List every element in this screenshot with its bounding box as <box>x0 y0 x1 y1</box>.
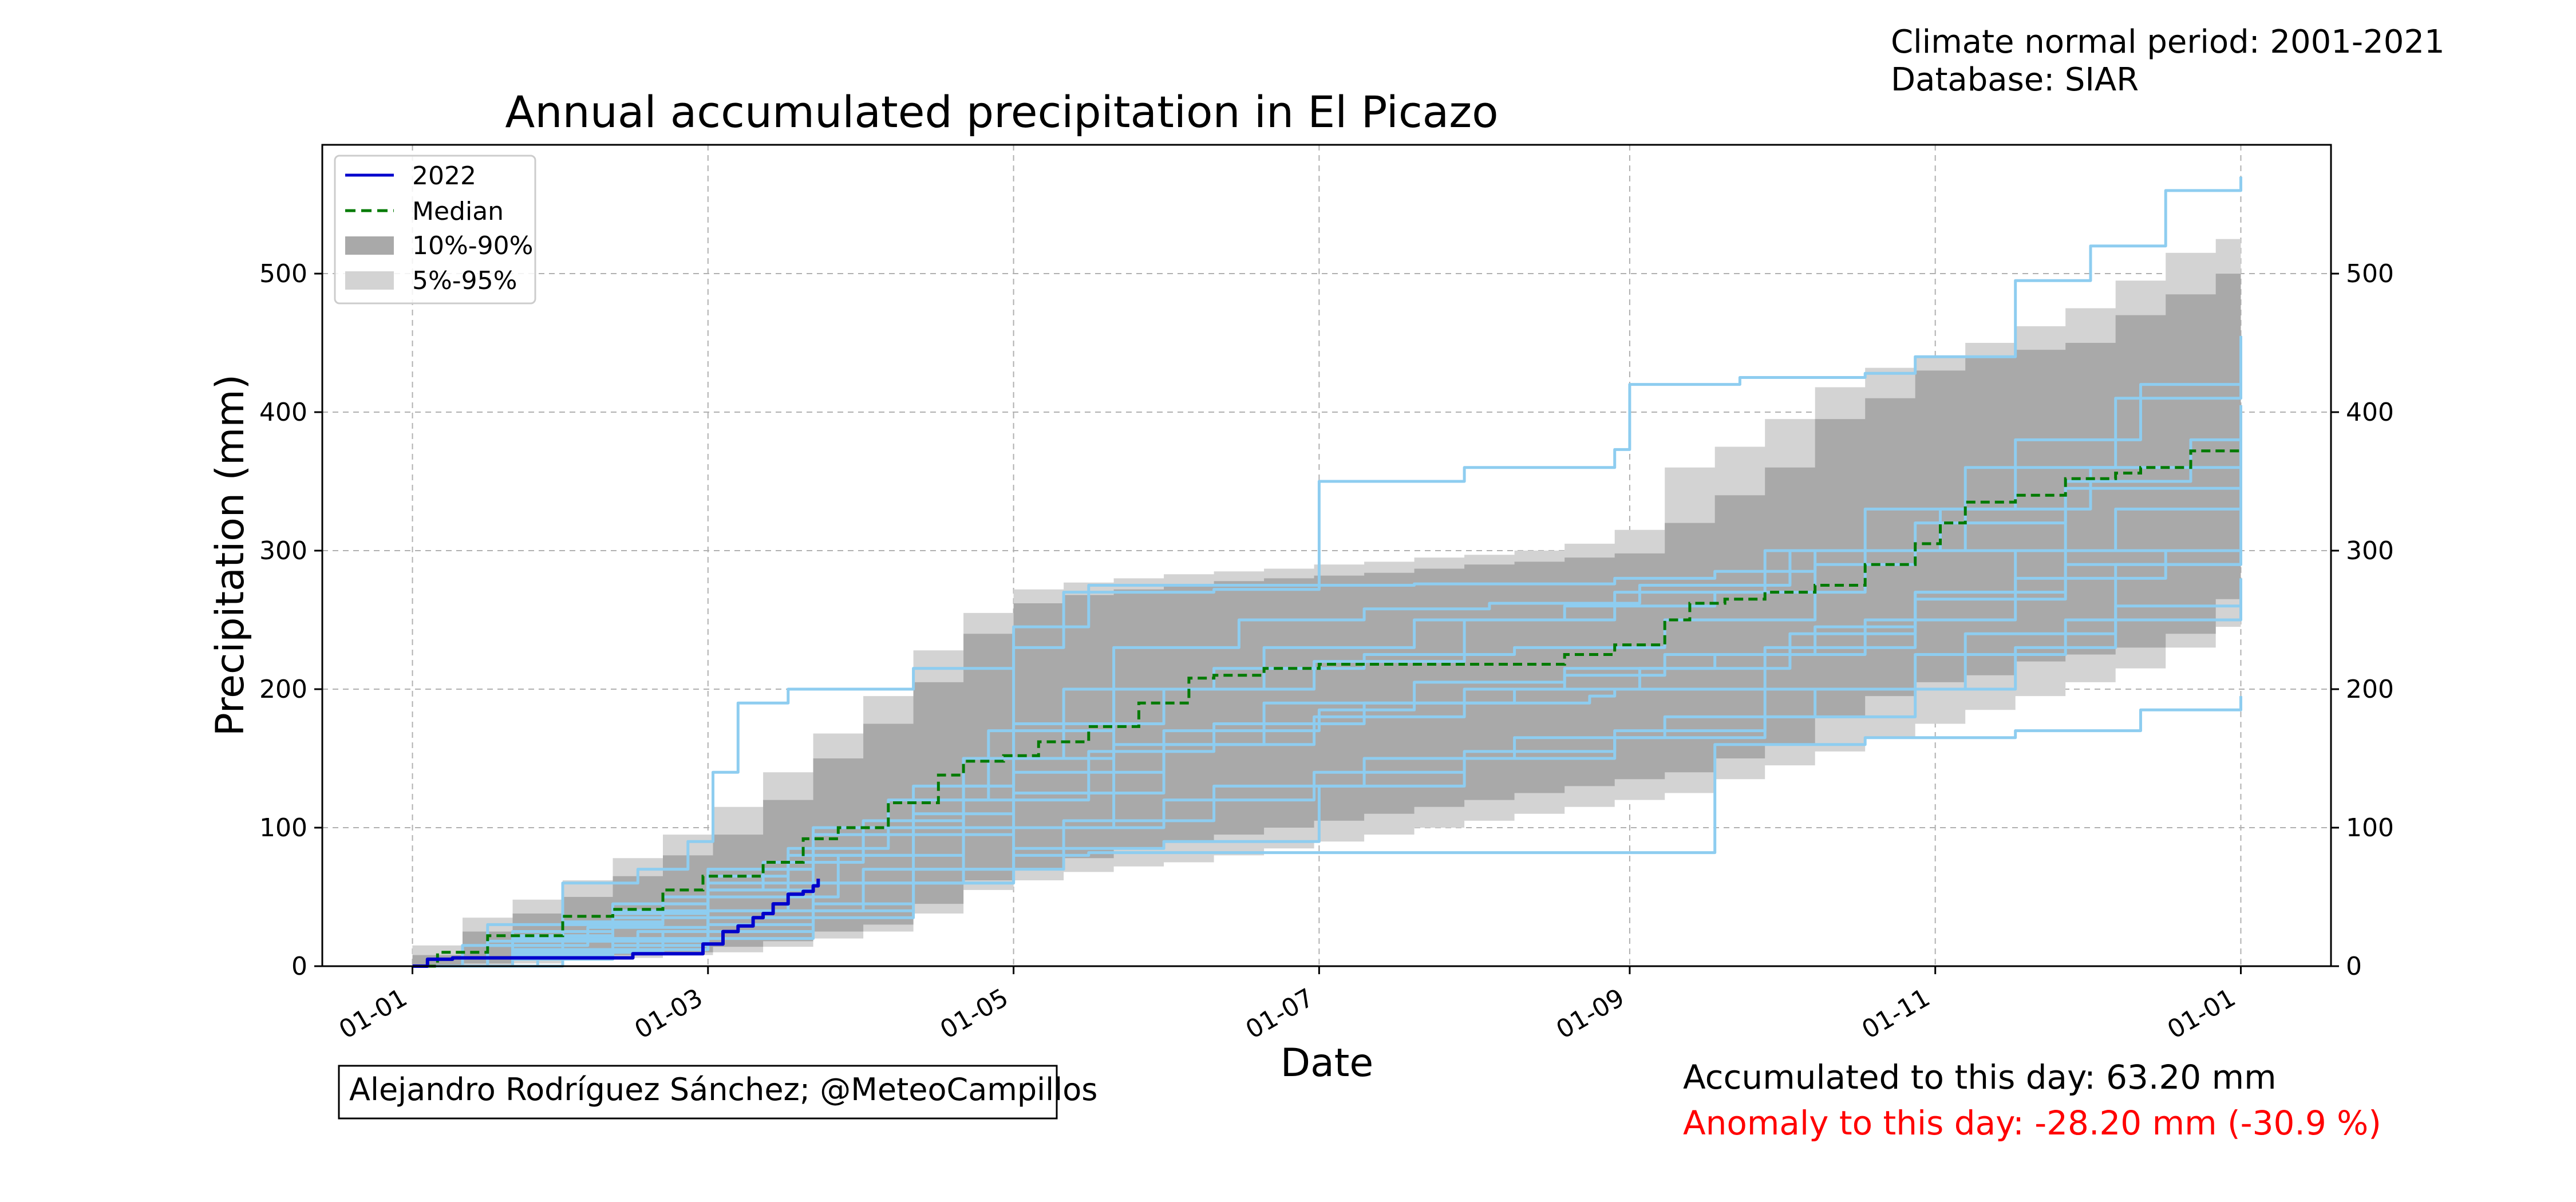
y-tick-label-right: 0 <box>2346 952 2362 981</box>
median-series <box>412 449 2242 968</box>
y-axis-label: Precipitation (mm) <box>208 374 253 736</box>
y-tick-label-right: 500 <box>2346 259 2394 288</box>
author-box <box>338 1065 1058 1120</box>
y-tick-label-right: 200 <box>2346 675 2394 704</box>
historical-year-line <box>412 592 2242 968</box>
y-tick-label-right: 300 <box>2346 536 2394 566</box>
climate-period-text: Climate normal period: 2001-2021 <box>1891 23 2445 61</box>
plot-frame <box>321 144 2332 967</box>
legend: 2022 Median 10%-90% 5%-95% <box>334 155 536 305</box>
y-tick-label-left: 300 <box>259 536 307 566</box>
anomaly-text: Anomaly to this day: -28.20 mm (-30.9 %) <box>1683 1104 2381 1142</box>
accumulated-text: Accumulated to this day: 63.20 mm <box>1683 1058 2277 1097</box>
database-text: Database: SIAR <box>1891 61 2139 98</box>
median-line <box>412 449 2242 968</box>
y-tick-label-left: 200 <box>259 675 307 704</box>
legend-10-90-swatch <box>345 236 394 255</box>
historical-year-line <box>412 696 2242 968</box>
current-year-series <box>412 879 820 968</box>
chart-title: Annual accumulated precipitation in El P… <box>505 86 1498 137</box>
historical-year-line <box>412 578 2242 968</box>
band-10-90 <box>412 267 2241 966</box>
y-tick-label-left: 100 <box>259 813 307 843</box>
legend-2022-label: 2022 <box>412 161 476 191</box>
historical-years <box>412 176 2242 968</box>
plot-area: 01-01 01-03 01-05 01-07 01-09 01-11 01-010 0100… <box>259 144 2394 1045</box>
current-year-line <box>412 879 820 968</box>
historical-year-line <box>412 467 2242 968</box>
y-tick-label-right: 100 <box>2346 813 2394 843</box>
legend-median-label: Median <box>412 197 504 226</box>
y-tick-label-left: 500 <box>259 259 307 288</box>
y-tick-label-left: 0 <box>291 952 307 981</box>
historical-year-line <box>412 536 2242 968</box>
y-tick-label-right: 400 <box>2346 398 2394 427</box>
legend-10-90-label: 10%-90% <box>412 231 533 260</box>
author-credit: Alejandro Rodríguez Sánchez; @MeteoCampi… <box>349 1071 1097 1108</box>
percentile-bands <box>412 235 2241 966</box>
legend-5-95-label: 5%-95% <box>412 266 517 295</box>
legend-5-95-swatch <box>345 271 394 290</box>
legend-frame <box>334 155 536 305</box>
y-tick-label-left: 400 <box>259 398 307 427</box>
historical-year-line <box>412 495 2242 968</box>
x-axis-label: Date <box>1281 1041 1374 1086</box>
